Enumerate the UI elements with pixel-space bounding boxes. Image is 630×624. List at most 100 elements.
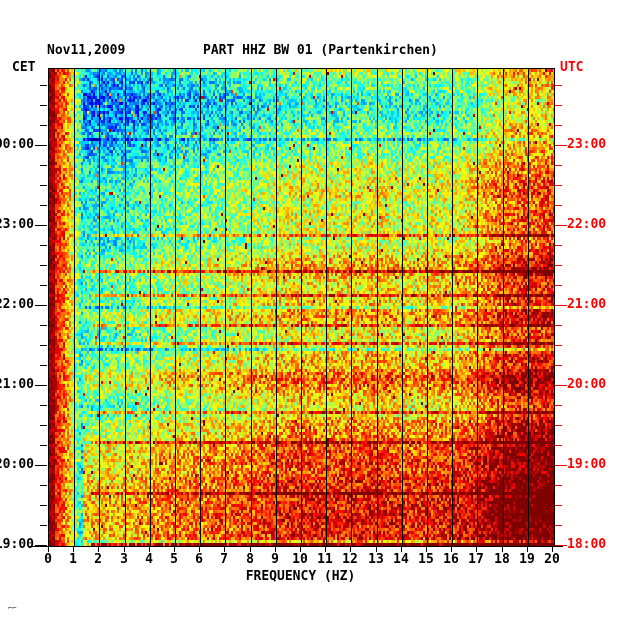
plot-date-label: Nov11,2009	[47, 43, 126, 58]
left-axis-major-tick	[35, 145, 47, 146]
x-axis-tick	[250, 546, 251, 552]
right-axis-caption: UTC	[560, 60, 584, 75]
x-axis-tick-label: 2	[94, 552, 102, 567]
right-axis-minor-tick	[555, 365, 562, 366]
x-axis-tick	[199, 546, 200, 552]
x-axis-title: FREQUENCY (HZ)	[245, 569, 356, 584]
left-axis-minor-tick	[40, 125, 47, 126]
left-axis-tick-label: 19:00	[0, 537, 34, 552]
left-axis-minor-tick	[40, 205, 47, 206]
left-axis-minor-tick	[40, 85, 47, 86]
x-axis-tick	[451, 546, 452, 552]
x-axis-tick-label: 20	[544, 552, 560, 567]
x-axis-tick-label: 5	[170, 552, 178, 567]
corner-artifact-mark: ⌐⌐	[8, 604, 17, 612]
x-axis-tick	[476, 546, 477, 552]
left-axis-tick-label: 20:00	[0, 457, 34, 472]
right-axis-minor-tick	[555, 425, 562, 426]
left-axis-minor-tick	[40, 165, 47, 166]
x-axis-tick	[426, 546, 427, 552]
spectrogram-plot-area[interactable]	[48, 68, 555, 547]
x-axis-tick	[401, 546, 402, 552]
left-axis-minor-tick	[40, 245, 47, 246]
left-axis-minor-tick	[40, 505, 47, 506]
x-axis-tick	[300, 546, 301, 552]
x-axis-tick-label: 9	[271, 552, 279, 567]
x-axis-tick	[149, 546, 150, 552]
x-axis-tick-label: 17	[468, 552, 484, 567]
right-axis-major-tick	[555, 225, 567, 226]
right-axis-minor-tick	[555, 325, 562, 326]
x-axis-tick-label: 12	[342, 552, 358, 567]
right-axis-major-tick	[555, 305, 567, 306]
right-axis-minor-tick	[555, 105, 562, 106]
left-axis-minor-tick	[40, 365, 47, 366]
left-axis-caption: CET	[12, 60, 36, 75]
left-axis-minor-tick	[40, 445, 47, 446]
x-axis-tick	[325, 546, 326, 552]
plot-station-title: PART HHZ BW 01 (Partenkirchen)	[203, 43, 438, 58]
right-axis-major-tick	[555, 145, 567, 146]
x-axis-tick	[48, 546, 49, 552]
x-axis-tick-label: 13	[368, 552, 384, 567]
x-axis-tick	[527, 546, 528, 552]
x-axis-tick	[73, 546, 74, 552]
right-axis-tick-label: 23:00	[567, 137, 607, 152]
x-axis-tick-label: 18	[494, 552, 510, 567]
left-axis-minor-tick	[40, 485, 47, 486]
x-axis-tick-label: 16	[443, 552, 459, 567]
left-axis-tick-label: 22:00	[0, 297, 34, 312]
left-axis-major-tick	[35, 225, 47, 226]
spectrogram-image[interactable]	[49, 69, 554, 546]
right-axis-minor-tick	[555, 525, 562, 526]
right-axis-tick-label: 19:00	[567, 457, 607, 472]
left-axis-tick-label: 21:00	[0, 377, 34, 392]
right-axis-minor-tick	[555, 505, 562, 506]
left-axis-minor-tick	[40, 345, 47, 346]
x-axis-tick-label: 1	[69, 552, 77, 567]
right-axis-major-tick	[555, 545, 567, 546]
right-axis-minor-tick	[555, 165, 562, 166]
left-axis-minor-tick	[40, 105, 47, 106]
right-axis-minor-tick	[555, 125, 562, 126]
left-axis-minor-tick	[40, 285, 47, 286]
left-axis-major-tick	[35, 385, 47, 386]
right-axis-tick-label: 18:00	[567, 537, 607, 552]
left-axis-major-tick	[35, 305, 47, 306]
left-axis-minor-tick	[40, 405, 47, 406]
x-axis-tick-label: 8	[246, 552, 254, 567]
left-axis-tick-label: 00:00	[0, 137, 34, 152]
right-axis-minor-tick	[555, 345, 562, 346]
left-axis-minor-tick	[40, 525, 47, 526]
x-axis-tick-label: 4	[145, 552, 153, 567]
left-axis-minor-tick	[40, 185, 47, 186]
x-axis-tick-label: 19	[519, 552, 535, 567]
x-axis-tick-label: 11	[317, 552, 333, 567]
right-axis-minor-tick	[555, 245, 562, 246]
right-axis-tick-label: 20:00	[567, 377, 607, 392]
x-axis-tick-label: 0	[44, 552, 52, 567]
x-axis-tick-label: 3	[120, 552, 128, 567]
x-axis-tick-label: 15	[418, 552, 434, 567]
right-axis-tick-label: 21:00	[567, 297, 607, 312]
right-axis-minor-tick	[555, 185, 562, 186]
x-axis-tick	[98, 546, 99, 552]
x-axis-tick	[174, 546, 175, 552]
right-axis-minor-tick	[555, 485, 562, 486]
x-axis-tick-label: 14	[393, 552, 409, 567]
x-axis-tick	[552, 546, 553, 552]
x-axis-tick	[376, 546, 377, 552]
x-axis-tick-label: 7	[220, 552, 228, 567]
x-axis-tick	[350, 546, 351, 552]
left-axis-major-tick	[35, 465, 47, 466]
left-axis-tick-label: 23:00	[0, 217, 34, 232]
x-axis-tick	[275, 546, 276, 552]
right-axis-minor-tick	[555, 405, 562, 406]
right-axis-minor-tick	[555, 285, 562, 286]
x-axis-tick	[224, 546, 225, 552]
x-axis-tick-label: 6	[195, 552, 203, 567]
x-axis-line	[28, 546, 563, 547]
x-axis-tick-label: 10	[292, 552, 308, 567]
left-axis-minor-tick	[40, 425, 47, 426]
